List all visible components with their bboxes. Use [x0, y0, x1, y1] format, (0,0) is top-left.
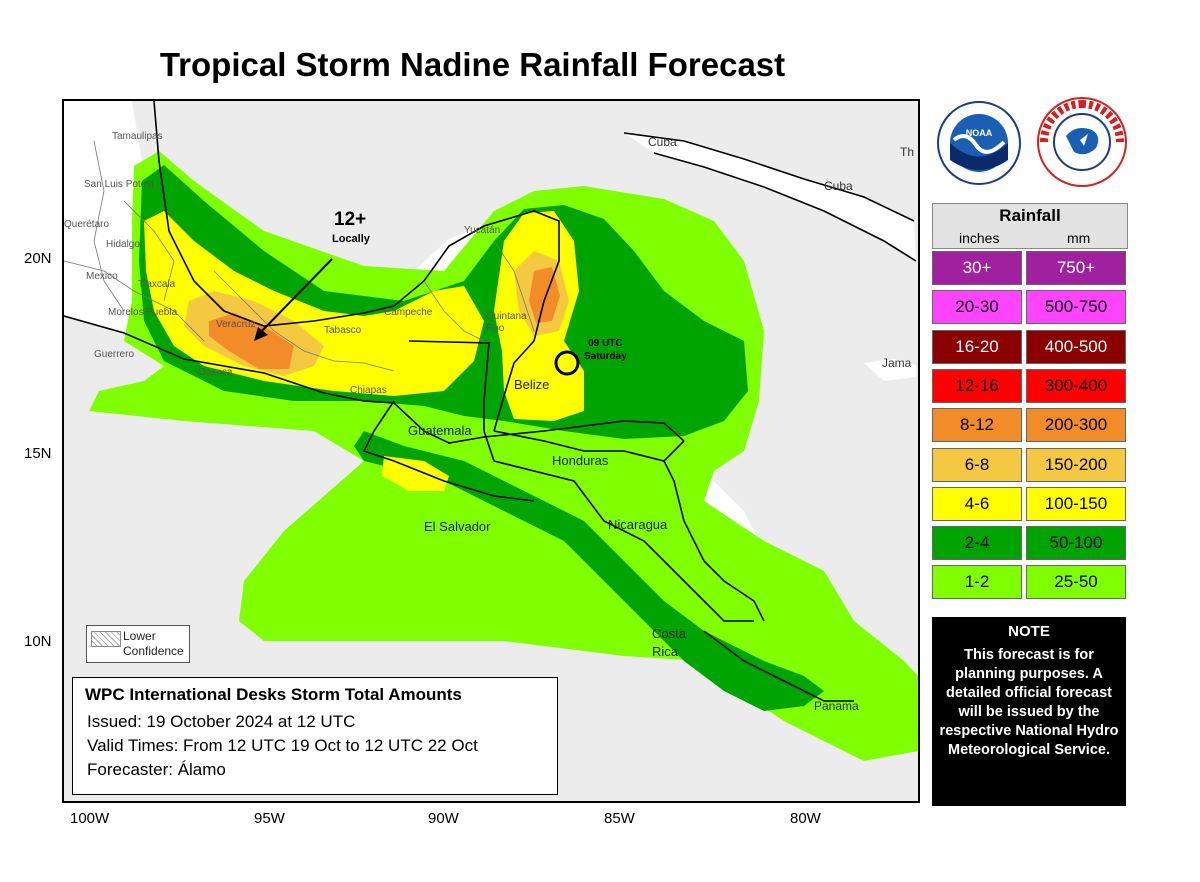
lower-confidence-key: Lower Confidence	[86, 625, 190, 663]
lon-label-90w: 90W	[428, 810, 459, 827]
legend-inches-cell: 16-20	[932, 329, 1022, 364]
hatch-swatch	[91, 631, 121, 647]
lon-label-95w: 95W	[254, 810, 285, 827]
legend-header: Rainfall inches mm	[932, 203, 1128, 249]
legend-inches-cell: 4-6	[932, 486, 1022, 521]
label-yucatan: Yucatán	[464, 225, 501, 236]
legend-mm-cell: 300-400	[1026, 368, 1126, 403]
legend-mm-cell: 100-150	[1026, 486, 1126, 521]
legend-mm-cell: 25-50	[1026, 565, 1126, 600]
legend-row: 12-16 300-400	[932, 368, 1126, 403]
legend-row: 30+ 750+	[932, 251, 1126, 285]
label-el-salvador: El Salvador	[424, 519, 491, 534]
legend-row: 2-4 50-100	[932, 526, 1126, 561]
label-tabasco: Tabasco	[324, 325, 362, 336]
lat-label-20n: 20N	[24, 250, 52, 267]
legend-inches-cell: 1-2	[932, 565, 1022, 600]
legend-inches-cell: 20-30	[932, 290, 1022, 325]
lon-label-80w: 80W	[790, 810, 821, 827]
nws-logo	[1036, 96, 1128, 193]
info-forecaster: Forecaster: Álamo	[87, 760, 226, 779]
storm-marker-time-text: 09 UTC	[588, 338, 623, 349]
legend-mm-cell: 500-750	[1026, 290, 1126, 325]
rainfall-map[interactable]: Cuba Cuba Th Jama Tamaulipas San Luis Po…	[62, 99, 920, 803]
info-valid: Valid Times: From 12 UTC 19 Oct to 12 UT…	[87, 736, 478, 755]
label-belize: Belize	[514, 377, 550, 392]
label-oaxaca: Oaxaca	[198, 367, 233, 378]
lon-label-100w: 100W	[70, 810, 110, 827]
lat-label-15n: 15N	[24, 445, 52, 462]
label-puebla: Puebla	[146, 307, 178, 318]
map-graphic	[64, 101, 918, 761]
label-panama: Panama	[814, 699, 859, 713]
label-jamaica: Jama	[882, 356, 912, 370]
label-campeche: Campeche	[384, 307, 433, 318]
label-tamaulipas: Tamaulipas	[112, 131, 163, 142]
label-chiapas: Chiapas	[350, 385, 387, 396]
legend-inches-cell: 6-8	[932, 447, 1022, 482]
legend-row: 8-12 200-300	[932, 408, 1126, 443]
label-guerrero: Guerrero	[94, 349, 135, 360]
legend-row: 1-2 25-50	[932, 565, 1126, 600]
legend-row: 16-20 400-500	[932, 329, 1126, 364]
lower-confidence-label: Lower Confidence	[123, 629, 184, 658]
legend-unit-mm: mm	[1067, 230, 1091, 246]
legend-inches-cell: 8-12	[932, 408, 1022, 443]
annotation-locally: Locally	[332, 233, 370, 245]
legend-mm-cell: 750+	[1026, 251, 1126, 285]
legend-row: 6-8 150-200	[932, 447, 1126, 482]
label-san-luis: San Luis Potosí	[84, 179, 155, 190]
state-borders	[64, 140, 535, 372]
storm-position-marker	[554, 350, 580, 376]
legend-unit-inches: inches	[959, 230, 1000, 246]
legend-inches-cell: 30+	[932, 251, 1022, 285]
info-heading: WPC International Desks Storm Total Amou…	[85, 685, 462, 704]
label-tlaxcala: Tlaxcala	[138, 279, 176, 290]
legend-title: Rainfall	[999, 206, 1061, 225]
storm-marker-day-text: Saturday	[584, 351, 627, 362]
storm-marker-time: 09 UTC Saturday	[584, 337, 627, 363]
legend-mm-cell: 150-200	[1026, 447, 1126, 482]
label-th: Th	[900, 145, 915, 159]
note-body: This forecast is for planning purposes. …	[939, 647, 1119, 758]
page-title: Tropical Storm Nadine Rainfall Forecast	[159, 46, 786, 83]
annotation-arrow-head	[254, 327, 268, 341]
label-morelos: Morelos	[108, 307, 144, 318]
label-mexico: Mexico	[86, 271, 118, 282]
lon-label-85w: 85W	[604, 810, 635, 827]
label-costa-rica: Costa Rica	[652, 626, 686, 659]
note-title: NOTE	[1008, 623, 1050, 640]
legend-mm-cell: 200-300	[1026, 408, 1126, 443]
label-hidalgo: Hidalgo	[106, 239, 140, 250]
country-borders	[64, 101, 917, 702]
label-cuba-2: Cuba	[824, 179, 853, 193]
lat-label-10n: 10N	[24, 633, 52, 650]
label-veracruz: Veracruz	[216, 319, 256, 330]
noaa-logo-text: NOAA	[966, 128, 993, 138]
legend-row: 4-6 100-150	[932, 486, 1126, 521]
note-box: NOTE This forecast is for planning purpo…	[932, 617, 1126, 806]
annotation-arrow-line	[259, 258, 333, 334]
label-cuba: Cuba	[648, 135, 677, 149]
info-box: WPC International Desks Storm Total Amou…	[72, 677, 558, 795]
legend-mm-cell: 400-500	[1026, 329, 1126, 364]
legend-row: 20-30 500-750	[932, 290, 1126, 325]
label-queretaro: Querétaro	[64, 219, 110, 230]
annotation-amount: 12+	[334, 209, 367, 230]
land-jamaica	[864, 359, 916, 381]
legend-mm-cell: 50-100	[1026, 526, 1126, 561]
noaa-logo: NOAA	[936, 100, 1022, 191]
label-guatemala: Guatemala	[408, 423, 472, 438]
label-quintana-roo: Quintana Roo	[486, 311, 527, 334]
legend-inches-cell: 12-16	[932, 368, 1022, 403]
label-nicaragua: Nicaragua	[608, 517, 668, 532]
label-honduras: Honduras	[552, 453, 609, 468]
legend-inches-cell: 2-4	[932, 526, 1022, 561]
info-issued: Issued: 19 October 2024 at 12 UTC	[87, 712, 356, 731]
